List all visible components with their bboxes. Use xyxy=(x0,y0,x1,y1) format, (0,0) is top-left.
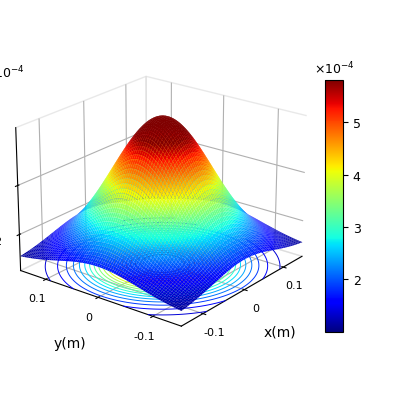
Title: $\times10^{-4}$: $\times10^{-4}$ xyxy=(313,60,354,77)
Text: $\times10^{-4}$: $\times10^{-4}$ xyxy=(0,65,25,81)
Y-axis label: y(m): y(m) xyxy=(53,336,86,350)
X-axis label: x(m): x(m) xyxy=(262,324,295,338)
